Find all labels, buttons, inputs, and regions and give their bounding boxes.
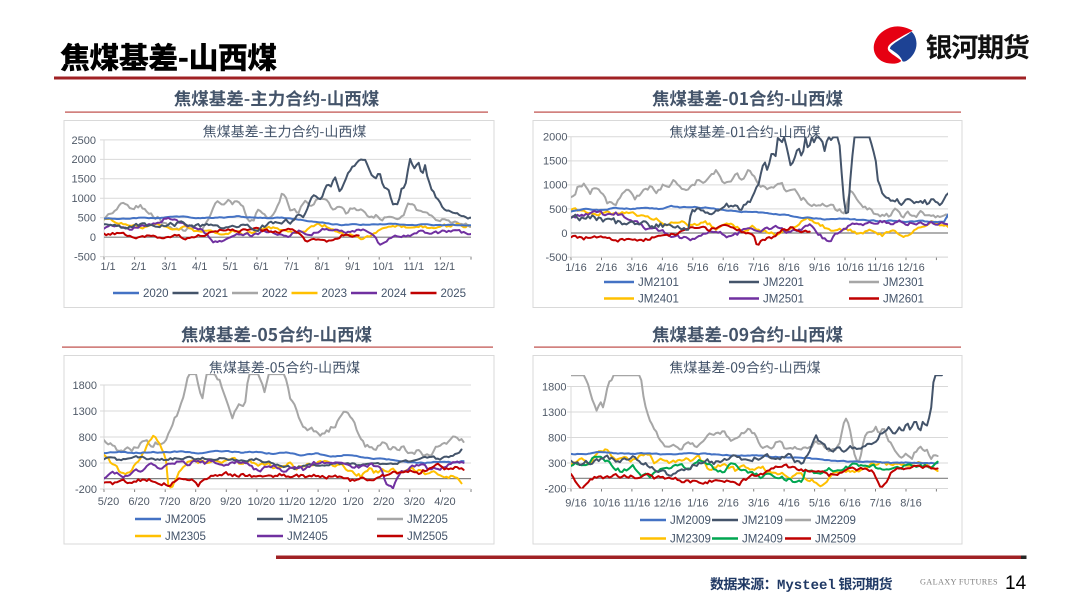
svg-text:6/16: 6/16	[717, 262, 738, 274]
svg-text:12/16: 12/16	[654, 498, 682, 510]
svg-text:9/1: 9/1	[345, 261, 360, 273]
svg-text:2020: 2020	[143, 288, 169, 300]
svg-text:8/16: 8/16	[778, 262, 799, 274]
svg-text:2/20: 2/20	[373, 496, 394, 508]
svg-text:1300: 1300	[73, 406, 97, 418]
svg-text:JM2201: JM2201	[763, 277, 804, 289]
svg-text:1800: 1800	[73, 380, 97, 392]
svg-text:11/16: 11/16	[867, 262, 894, 274]
svg-text:500: 500	[549, 204, 567, 216]
svg-text:JM2401: JM2401	[638, 294, 679, 306]
svg-text:9/20: 9/20	[220, 496, 241, 508]
svg-text:6/1: 6/1	[253, 261, 268, 273]
svg-text:5/1: 5/1	[223, 261, 238, 273]
svg-text:JM2005: JM2005	[165, 514, 206, 526]
svg-text:500: 500	[78, 213, 96, 225]
svg-text:1000: 1000	[72, 193, 96, 205]
svg-text:2000: 2000	[543, 132, 567, 144]
svg-text:2021: 2021	[203, 288, 229, 300]
svg-text:1000: 1000	[543, 180, 567, 192]
svg-text:2025: 2025	[441, 288, 467, 300]
svg-text:8/1: 8/1	[314, 261, 329, 273]
svg-text:8/20: 8/20	[189, 496, 210, 508]
svg-text:JM2105: JM2105	[287, 514, 328, 526]
svg-text:JM2501: JM2501	[763, 294, 804, 306]
svg-text:11/16: 11/16	[624, 498, 651, 510]
svg-text:3/16: 3/16	[626, 262, 647, 274]
svg-text:14: 14	[1005, 573, 1027, 594]
svg-text:2/16: 2/16	[717, 498, 738, 510]
svg-text:12/16: 12/16	[897, 262, 925, 274]
svg-text:3/20: 3/20	[404, 496, 425, 508]
svg-text:-500: -500	[545, 252, 567, 264]
svg-text:12/20: 12/20	[309, 496, 337, 508]
svg-text:11/1: 11/1	[404, 261, 425, 273]
svg-text:5/16: 5/16	[687, 262, 708, 274]
svg-text:800: 800	[79, 432, 97, 444]
svg-text:9/16: 9/16	[565, 498, 586, 510]
svg-text:10/20: 10/20	[248, 496, 276, 508]
svg-text:JM2509: JM2509	[815, 534, 856, 546]
svg-text:2023: 2023	[322, 288, 348, 300]
svg-text:JM2409: JM2409	[742, 534, 783, 546]
svg-text:2022: 2022	[262, 288, 288, 300]
svg-text:JM2205: JM2205	[407, 514, 448, 526]
svg-text:1/16: 1/16	[687, 498, 708, 510]
svg-text:2/1: 2/1	[131, 261, 146, 273]
svg-text:0: 0	[561, 228, 567, 240]
svg-text:4/1: 4/1	[192, 261, 207, 273]
svg-text:JM2309: JM2309	[670, 534, 711, 546]
svg-text:8/16: 8/16	[900, 498, 921, 510]
svg-text:7/16: 7/16	[870, 498, 891, 510]
svg-text:JM2209: JM2209	[815, 515, 856, 527]
svg-text:JM2601: JM2601	[883, 294, 924, 306]
svg-text:5/16: 5/16	[809, 498, 830, 510]
svg-text:1800: 1800	[542, 381, 566, 393]
svg-text:10/16: 10/16	[836, 262, 864, 274]
svg-text:JM2109: JM2109	[742, 515, 783, 527]
svg-text:300: 300	[548, 458, 566, 470]
svg-text:1/1: 1/1	[100, 261, 115, 273]
svg-text:7/20: 7/20	[159, 496, 180, 508]
svg-text:4/16: 4/16	[657, 262, 678, 274]
svg-text:7/1: 7/1	[284, 261, 299, 273]
svg-text:JM2009: JM2009	[670, 515, 711, 527]
svg-text:-200: -200	[75, 484, 97, 496]
svg-text:300: 300	[79, 458, 97, 470]
svg-text:1/16: 1/16	[565, 262, 586, 274]
svg-text:6/16: 6/16	[839, 498, 860, 510]
svg-text:9/16: 9/16	[809, 262, 830, 274]
svg-text:JM2101: JM2101	[638, 277, 679, 289]
svg-text:GALAXY FUTURES: GALAXY FUTURES	[920, 578, 998, 587]
svg-text:JM2301: JM2301	[883, 277, 924, 289]
svg-text:10/16: 10/16	[593, 498, 621, 510]
svg-text:1500: 1500	[72, 174, 96, 186]
svg-text:2000: 2000	[72, 154, 96, 166]
svg-text:3/1: 3/1	[162, 261, 177, 273]
svg-text:7/16: 7/16	[748, 262, 769, 274]
svg-text:JM2305: JM2305	[165, 531, 206, 543]
svg-text:4/16: 4/16	[778, 498, 799, 510]
svg-text:10/1: 10/1	[372, 261, 393, 273]
svg-text:4/20: 4/20	[434, 496, 455, 508]
svg-text:1500: 1500	[543, 156, 567, 168]
svg-text:3/16: 3/16	[748, 498, 769, 510]
svg-text:2500: 2500	[72, 135, 96, 147]
svg-text:0: 0	[90, 232, 96, 244]
svg-text:1/20: 1/20	[342, 496, 363, 508]
svg-text:1300: 1300	[542, 407, 566, 419]
svg-text:-500: -500	[74, 251, 96, 263]
svg-text:6/20: 6/20	[128, 496, 149, 508]
svg-text:JM2405: JM2405	[287, 531, 328, 543]
svg-text:12/1: 12/1	[434, 261, 455, 273]
svg-text:-200: -200	[544, 483, 566, 495]
svg-text:800: 800	[548, 432, 566, 444]
svg-text:2/16: 2/16	[596, 262, 617, 274]
svg-text:JM2505: JM2505	[407, 531, 448, 543]
svg-text:5/20: 5/20	[98, 496, 119, 508]
svg-text:2024: 2024	[381, 288, 407, 300]
svg-text:11/20: 11/20	[279, 496, 306, 508]
